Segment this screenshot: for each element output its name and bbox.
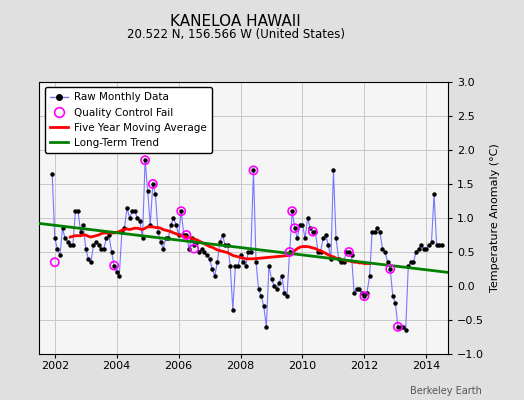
Point xyxy=(110,262,118,269)
Point xyxy=(345,249,353,255)
Text: Berkeley Earth: Berkeley Earth xyxy=(410,386,482,396)
Text: KANELOA HAWAII: KANELOA HAWAII xyxy=(170,14,301,29)
Point xyxy=(190,245,198,252)
Point xyxy=(149,181,157,187)
Point xyxy=(394,324,402,330)
Point xyxy=(360,293,368,299)
Point xyxy=(249,167,258,174)
Point xyxy=(290,225,299,231)
Point xyxy=(177,208,185,214)
Y-axis label: Temperature Anomaly (°C): Temperature Anomaly (°C) xyxy=(489,144,499,292)
Legend: Raw Monthly Data, Quality Control Fail, Five Year Moving Average, Long-Term Tren: Raw Monthly Data, Quality Control Fail, … xyxy=(45,87,212,153)
Point xyxy=(51,259,59,266)
Point xyxy=(182,232,191,238)
Point xyxy=(288,208,297,214)
Text: 20.522 N, 156.566 W (United States): 20.522 N, 156.566 W (United States) xyxy=(127,28,345,41)
Point xyxy=(286,249,294,255)
Point xyxy=(309,228,317,235)
Point xyxy=(141,157,149,163)
Point xyxy=(386,266,395,272)
